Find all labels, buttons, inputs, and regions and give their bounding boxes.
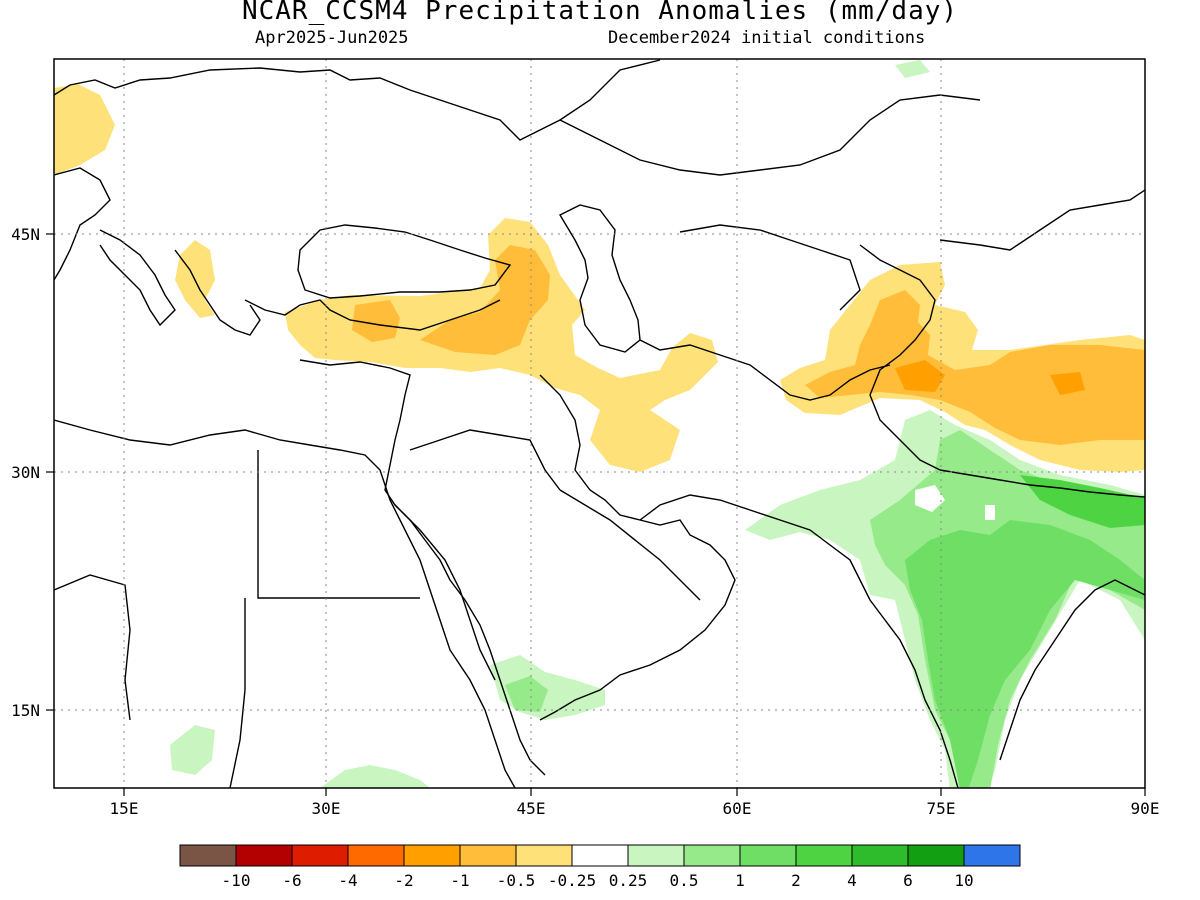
- colorbar-label: 0.25: [609, 871, 648, 890]
- wet-anomaly-africa-south: [320, 765, 430, 788]
- colorbar-label: -0.5: [497, 871, 536, 890]
- colorbar-box: [739, 844, 797, 867]
- wet-anomaly-east-india: [1020, 475, 1145, 528]
- colorbar-labels: -10 -6 -4 -2 -1 -0.5 -0.25 0.25 0.5 1 2 4 6 10: [222, 871, 974, 890]
- colorbar-label: 2: [791, 871, 801, 890]
- colorbar-box: [795, 844, 853, 867]
- dry-anomaly-core-2: [895, 360, 945, 392]
- dry-anomaly-caucasus: [420, 245, 550, 355]
- lon-label-30e: 30E: [312, 799, 341, 818]
- wet-anomaly-white-spot: [915, 485, 945, 512]
- colorbar-label: -4: [338, 871, 357, 890]
- initial-conditions: December2024 initial conditions: [608, 28, 926, 48]
- gridlines: [54, 59, 1145, 788]
- forecast-period: Apr2025-Jun2025: [255, 28, 409, 48]
- axis-ticks: [46, 233, 1146, 796]
- map-frame: [53, 58, 1146, 789]
- lon-label-45e: 45E: [517, 799, 546, 818]
- dry-anomaly-himalaya: [805, 290, 1145, 445]
- colorbar-box: [347, 844, 405, 867]
- colorbar-box: [179, 844, 237, 867]
- colorbar-box: [963, 844, 1021, 867]
- colorbar-boxes: [179, 844, 1021, 867]
- colorbar-box: [291, 844, 349, 867]
- wet-anomaly-yemen-core: [505, 676, 548, 712]
- lon-label-90e: 90E: [1131, 799, 1160, 818]
- colorbar-box: [515, 844, 573, 867]
- colorbar-box: [907, 844, 965, 867]
- wet-anomaly-caucasus-north: [895, 60, 930, 78]
- lat-label-45n: 45N: [11, 225, 40, 244]
- dry-anomaly-europe-nw: [54, 84, 115, 175]
- wet-anomaly-africa: [170, 725, 215, 775]
- colorbar-label: 6: [903, 871, 913, 890]
- dry-anomaly-turkey-core: [352, 300, 400, 342]
- map-title: NCAR_CCSM4 Precipitation Anomalies (mm/d…: [241, 0, 959, 26]
- colorbar-box: [851, 844, 909, 867]
- colorbar-label: -0.25: [548, 871, 596, 890]
- lon-label-75e: 75E: [927, 799, 956, 818]
- colorbar-label: -1: [450, 871, 469, 890]
- colorbar-label: 4: [847, 871, 857, 890]
- colorbar-label: 10: [954, 871, 973, 890]
- colorbar-label: -6: [282, 871, 301, 890]
- coastlines-borders: [54, 59, 1145, 788]
- colorbar-box: [235, 844, 293, 867]
- colorbar-box: [571, 844, 629, 867]
- colorbar-box: [627, 844, 685, 867]
- wet-anomaly-india-strong: [905, 520, 1145, 788]
- colorbar-label: -2: [394, 871, 413, 890]
- colorbar-box: [459, 844, 517, 867]
- colorbar-box: [403, 844, 461, 867]
- lon-label-60e: 60E: [723, 799, 752, 818]
- lat-label-30n: 30N: [11, 463, 40, 482]
- anomaly-shading: [54, 60, 1145, 788]
- colorbar-label: 1: [735, 871, 745, 890]
- dry-anomaly-core: [1050, 372, 1085, 395]
- lat-label-15n: 15N: [11, 701, 40, 720]
- lon-label-15e: 15E: [110, 799, 139, 818]
- colorbar-box: [683, 844, 741, 867]
- wet-anomaly-white-spot-2: [985, 505, 995, 520]
- colorbar-label: -10: [222, 871, 251, 890]
- colorbar-label: 0.5: [670, 871, 699, 890]
